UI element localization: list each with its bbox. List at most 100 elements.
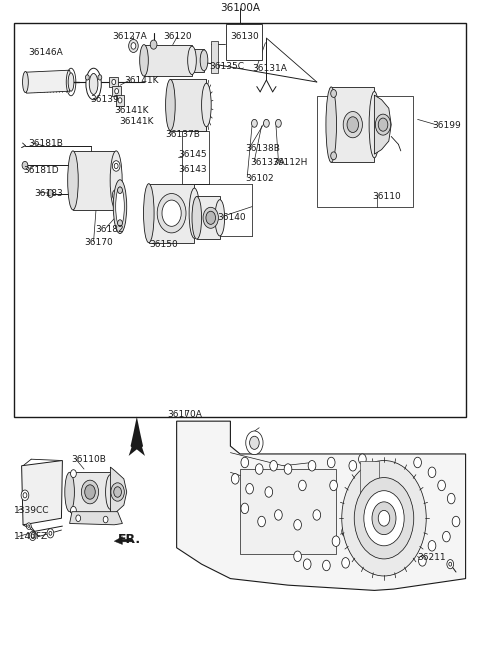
Text: 36146A: 36146A	[28, 48, 63, 57]
Circle shape	[98, 75, 102, 80]
Circle shape	[364, 491, 404, 546]
Circle shape	[438, 480, 445, 491]
Circle shape	[378, 510, 390, 526]
Text: 36182: 36182	[95, 225, 124, 234]
Circle shape	[47, 529, 54, 538]
Text: 36170A: 36170A	[168, 410, 202, 419]
Circle shape	[449, 562, 452, 566]
Ellipse shape	[110, 151, 122, 210]
Circle shape	[378, 118, 388, 131]
Circle shape	[332, 536, 340, 546]
Circle shape	[428, 467, 436, 478]
Polygon shape	[22, 461, 62, 525]
Ellipse shape	[189, 188, 200, 238]
Circle shape	[118, 220, 122, 226]
Ellipse shape	[113, 180, 127, 234]
Ellipse shape	[89, 73, 98, 94]
Ellipse shape	[106, 475, 115, 509]
Ellipse shape	[65, 472, 74, 512]
Bar	[190, 49, 204, 72]
Circle shape	[452, 516, 460, 527]
Circle shape	[414, 457, 421, 468]
Circle shape	[294, 551, 301, 562]
Text: 36145: 36145	[179, 150, 207, 159]
Text: 36181D: 36181D	[23, 166, 59, 175]
Circle shape	[114, 163, 118, 169]
Polygon shape	[110, 467, 127, 517]
Text: 36110B: 36110B	[71, 455, 106, 464]
Polygon shape	[114, 537, 132, 544]
Circle shape	[443, 531, 450, 542]
Circle shape	[22, 161, 28, 169]
Bar	[240, 469, 336, 554]
Circle shape	[276, 119, 281, 127]
Circle shape	[428, 541, 436, 551]
Text: 36141K: 36141K	[114, 106, 149, 115]
Polygon shape	[144, 45, 192, 76]
Circle shape	[115, 89, 119, 94]
Text: 36150: 36150	[150, 239, 179, 249]
Text: 36131A: 36131A	[252, 64, 287, 73]
Text: 36127A: 36127A	[112, 31, 147, 41]
Text: 36100A: 36100A	[220, 3, 260, 13]
Circle shape	[71, 470, 76, 478]
Text: FR.: FR.	[118, 533, 141, 546]
Bar	[211, 41, 218, 73]
Circle shape	[241, 457, 249, 468]
Bar	[182, 131, 209, 184]
Polygon shape	[70, 512, 122, 525]
Bar	[14, 23, 466, 417]
Circle shape	[342, 558, 349, 568]
Circle shape	[250, 436, 259, 449]
Circle shape	[157, 194, 186, 233]
Circle shape	[206, 211, 216, 224]
Circle shape	[323, 560, 330, 571]
Text: 36110: 36110	[372, 192, 401, 201]
Circle shape	[313, 510, 321, 520]
Bar	[317, 96, 413, 207]
Circle shape	[241, 503, 249, 514]
Circle shape	[342, 526, 349, 537]
Bar	[226, 24, 262, 60]
Circle shape	[299, 480, 306, 491]
Circle shape	[294, 520, 301, 530]
Circle shape	[81, 480, 99, 504]
Ellipse shape	[200, 50, 208, 71]
Text: 36181B: 36181B	[28, 138, 63, 148]
Circle shape	[347, 117, 359, 133]
Circle shape	[246, 431, 263, 455]
Ellipse shape	[68, 151, 78, 210]
Bar	[116, 95, 124, 106]
Circle shape	[264, 119, 269, 127]
Circle shape	[111, 483, 124, 501]
Polygon shape	[177, 421, 466, 590]
Circle shape	[419, 556, 426, 566]
Circle shape	[31, 534, 34, 538]
Circle shape	[112, 190, 120, 200]
Ellipse shape	[326, 87, 336, 162]
Circle shape	[284, 464, 292, 474]
Polygon shape	[24, 70, 72, 93]
Circle shape	[112, 161, 120, 171]
Polygon shape	[197, 197, 220, 239]
Circle shape	[375, 114, 391, 135]
Circle shape	[258, 516, 265, 527]
Circle shape	[114, 487, 121, 497]
Circle shape	[129, 39, 138, 52]
Ellipse shape	[215, 199, 225, 236]
Circle shape	[28, 525, 30, 527]
Circle shape	[354, 478, 414, 559]
Ellipse shape	[192, 197, 202, 239]
Text: 36130: 36130	[230, 31, 259, 41]
Text: 36170: 36170	[84, 238, 113, 247]
Text: 36138B: 36138B	[245, 144, 280, 154]
Circle shape	[103, 516, 108, 523]
Circle shape	[26, 523, 31, 529]
Circle shape	[331, 152, 336, 159]
Circle shape	[308, 461, 316, 471]
Circle shape	[265, 487, 273, 497]
Circle shape	[331, 89, 336, 98]
Circle shape	[23, 493, 27, 498]
Circle shape	[76, 515, 81, 522]
Ellipse shape	[188, 46, 196, 75]
